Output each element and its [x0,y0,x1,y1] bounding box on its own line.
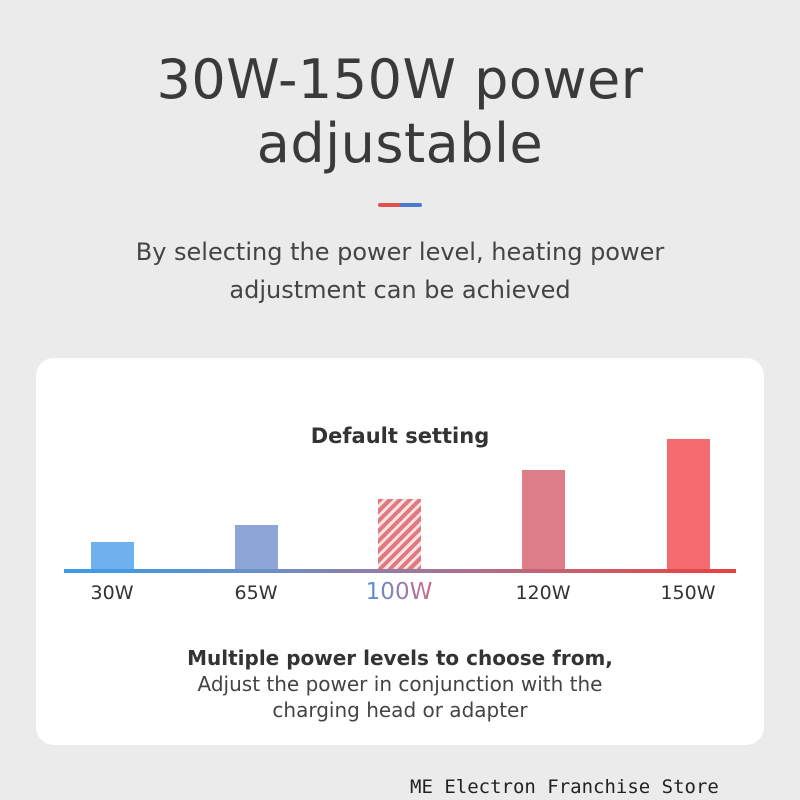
store-watermark: ME Electron Franchise Store [410,776,719,798]
bar-120w [522,470,565,571]
caption: Adjust the power in conjunction with the… [36,671,764,723]
label-30w: 30W [90,582,134,604]
bar-150w [667,439,710,571]
label-120w: 120W [515,582,571,604]
label-100w: 100W [349,579,449,605]
title-line-2: adjustable [256,112,544,175]
label-150w: 150W [660,582,716,604]
label-65w: 65W [234,582,278,604]
subtitle: By selecting the power level, heating po… [0,233,800,309]
bar-30w [91,542,134,571]
power-levels-card: Default setting 30W 65W 100W 120W 150W M… [36,358,764,745]
caption-bold: Multiple power levels to choose from, [187,646,613,670]
subtitle-line-1: By selecting the power level, heating po… [135,238,665,266]
page-title: 30W-150W power adjustable [0,48,800,176]
default-setting-label: Default setting [310,424,490,448]
bar-100w-default [378,499,421,571]
subtitle-line-2: adjustment can be achieved [229,276,571,304]
power-axis [64,569,736,573]
caption-line-1: Adjust the power in conjunction with the [197,672,603,696]
accent-divider [378,203,422,207]
caption-line-2: charging head or adapter [272,698,528,722]
title-line-1: 30W-150W power [156,48,644,111]
bar-65w [235,525,278,571]
